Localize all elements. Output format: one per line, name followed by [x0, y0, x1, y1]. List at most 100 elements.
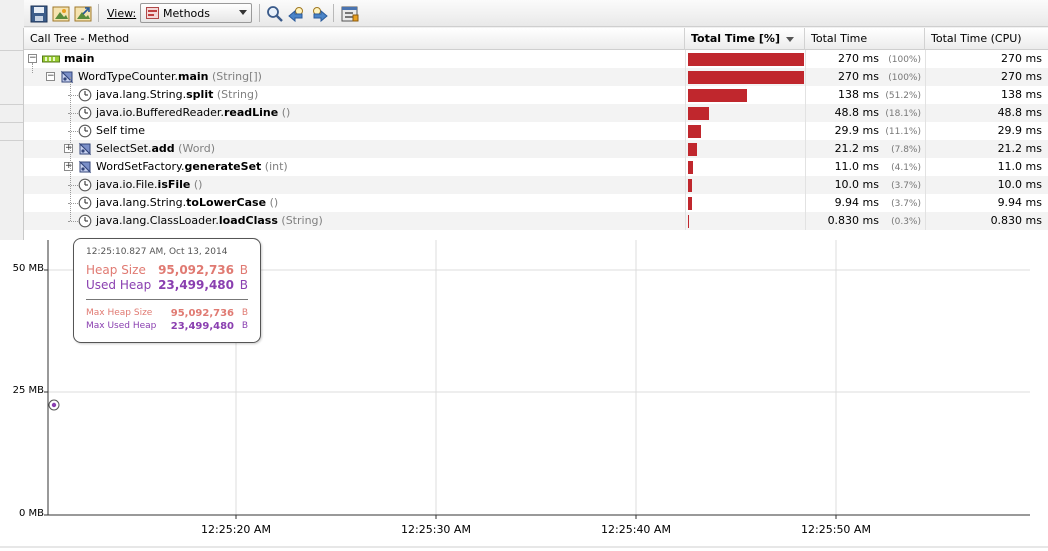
percent-bar-cell [685, 50, 805, 68]
method-name: java.io.BufferedReader.readLine () [96, 104, 290, 122]
max-heap-size-label: Max Heap Size [86, 308, 153, 318]
total-time-percent: (11.1%) [885, 127, 921, 137]
method-name: SelectSet.add (Word) [96, 140, 215, 158]
tree-connector [32, 63, 33, 73]
total-cpu-cell: 10.0 ms [925, 176, 1048, 194]
percent-bar-cell [685, 140, 805, 158]
thread-icon [42, 55, 60, 63]
method-class: WordSetFactory. [96, 160, 185, 173]
method-cell: − WordTypeCounter.main (String[]) [24, 68, 685, 86]
snapshot-icon[interactable] [340, 4, 359, 22]
table-row[interactable]: java.lang.ClassLoader.loadClass (String)… [24, 212, 1048, 230]
total-time-cell: 11.0 ms (4.1%) [805, 158, 925, 176]
total-time-percent: (7.8%) [891, 145, 921, 155]
total-time-percent: (3.7%) [891, 181, 921, 191]
total-time-value: 21.2 ms [834, 142, 879, 155]
method-class: java.lang.String. [96, 88, 187, 101]
method-class: SelectSet. [96, 142, 152, 155]
method-class: java.io.File. [96, 178, 158, 191]
total-time-value: 270 ms [838, 70, 879, 83]
method-cell: java.lang.String.toLowerCase () [24, 194, 685, 212]
total-time-percent: (18.1%) [885, 109, 921, 119]
collapse-icon[interactable]: − [46, 71, 55, 81]
clock-icon [78, 178, 92, 192]
expand-icon[interactable]: + [64, 143, 73, 153]
total-time-cell: 9.94 ms (3.7%) [805, 194, 925, 212]
expand-icon[interactable]: + [64, 161, 73, 171]
total-time-value: 138 ms [838, 88, 879, 101]
x-tick-label: 12:25:40 AM [601, 523, 671, 536]
export-snapshot-icon[interactable] [73, 4, 92, 22]
profiler-panel: View: Methods Call Tree - Method Total T… [0, 0, 1048, 240]
method-cell: java.lang.ClassLoader.loadClass (String) [24, 212, 685, 230]
max-heap-size-unit: B [241, 308, 248, 318]
method-args: () [269, 196, 279, 209]
method-cell: java.io.BufferedReader.readLine () [24, 104, 685, 122]
method-name: Self time [96, 122, 145, 140]
view-select[interactable]: Methods [140, 3, 252, 23]
percent-bar-cell [685, 194, 805, 212]
method-label: loadClass [218, 214, 278, 227]
percent-bar-cell [685, 158, 805, 176]
table-header: Call Tree - Method Total Time [%] Total … [24, 28, 1048, 50]
total-time-value: 29.9 ms [834, 124, 879, 137]
method-cell: java.io.File.isFile () [24, 176, 685, 194]
heap-tooltip: 12:25:10.827 AM, Oct 13, 2014 Heap Size … [73, 238, 261, 343]
x-tick-label: 12:25:50 AM [801, 523, 871, 536]
table-row[interactable]: + WordSetFactory.generateSet (int) 11.0 ms… [24, 158, 1048, 176]
table-row[interactable]: − WordTypeCounter.main (String[]) 270 ms (1… [24, 68, 1048, 86]
max-used-heap-unit: B [241, 321, 248, 331]
total-time-percent: (51.2%) [885, 91, 921, 101]
total-cpu-cell: 48.8 ms [925, 104, 1048, 122]
total-cpu-cell: 9.94 ms [925, 194, 1048, 212]
total-time-value: 270 ms [838, 52, 879, 65]
total-time-cell: 21.2 ms (7.8%) [805, 140, 925, 158]
collapse-icon[interactable]: − [28, 53, 37, 63]
total-cpu-cell: 0.830 ms [925, 212, 1048, 230]
column-header-total-cpu[interactable]: Total Time (CPU) [931, 32, 1022, 45]
total-time-value: 48.8 ms [834, 106, 879, 119]
method-args: () [193, 178, 203, 191]
method-name: java.io.File.isFile () [96, 176, 202, 194]
used-heap-label: Used Heap [86, 278, 152, 292]
table-row[interactable]: java.lang.String.split (String) 138 ms (51… [24, 86, 1048, 104]
save-icon[interactable] [29, 4, 48, 23]
method-label: Self time [96, 124, 146, 137]
percent-bar [688, 197, 692, 210]
method-icon [60, 70, 74, 84]
method-class: java.lang.String. [96, 196, 187, 209]
column-header-method[interactable]: Call Tree - Method [24, 28, 685, 50]
total-cpu-cell: 11.0 ms [925, 158, 1048, 176]
table-row[interactable]: Self time 29.9 ms (11.1%) 29.9 ms [24, 122, 1048, 140]
column-header-total-time[interactable]: Total Time [805, 28, 925, 50]
percent-bar [688, 179, 692, 192]
percent-bar-cell [685, 104, 805, 122]
heap-size-label: Heap Size [86, 263, 146, 277]
table-row[interactable]: − main 270 ms (100%) 270 ms [24, 50, 1048, 68]
percent-bar [688, 89, 747, 102]
clock-icon [78, 106, 92, 120]
method-cell: − main [24, 50, 685, 68]
clock-icon [78, 196, 92, 210]
tooltip-divider [86, 299, 248, 300]
table-row[interactable]: java.io.File.isFile () 10.0 ms (3.7%) 10.0 … [24, 176, 1048, 194]
table-row[interactable]: java.io.BufferedReader.readLine () 48.8 m… [24, 104, 1048, 122]
column-header-total-percent[interactable]: Total Time [%] [685, 28, 805, 50]
percent-bar [688, 143, 697, 156]
heap-size-unit: B [239, 263, 248, 277]
table-row[interactable]: java.lang.String.toLowerCase () 9.94 ms (3… [24, 194, 1048, 212]
table-row[interactable]: + SelectSet.add (Word) 21.2 ms (7.8%) 21.2 m… [24, 140, 1048, 158]
method-cell: + WordSetFactory.generateSet (int) [24, 158, 685, 176]
search-icon[interactable] [265, 4, 283, 22]
method-args: (int) [264, 160, 288, 173]
find-previous-icon[interactable] [287, 4, 305, 23]
method-name: WordSetFactory.generateSet (int) [96, 158, 288, 176]
method-label: readLine [223, 106, 279, 119]
export-image-icon[interactable] [51, 4, 70, 22]
total-time-percent: (100%) [888, 73, 921, 83]
percent-bar [688, 125, 701, 138]
left-gutter [0, 28, 24, 240]
method-class: java.io.BufferedReader. [96, 106, 224, 119]
method-args: (String) [281, 214, 323, 227]
find-next-icon[interactable] [309, 4, 328, 23]
